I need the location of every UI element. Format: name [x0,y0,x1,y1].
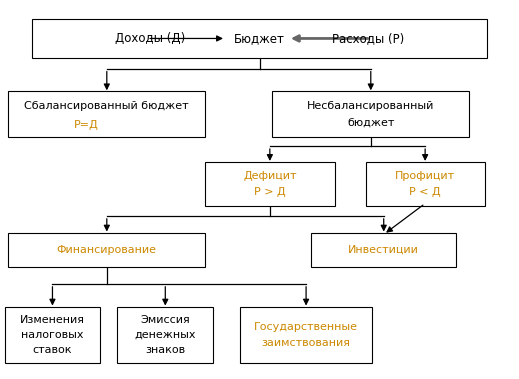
Text: Бюджет: Бюджет [234,32,285,45]
FancyBboxPatch shape [8,91,205,137]
Text: Р=Д: Р=Д [74,120,99,130]
FancyBboxPatch shape [117,307,213,363]
Text: денежных: денежных [134,330,196,340]
FancyBboxPatch shape [205,162,335,205]
Text: бюджет: бюджет [347,117,394,127]
Text: знаков: знаков [145,345,185,355]
Text: Несбалансированный: Несбалансированный [307,101,434,111]
Text: налоговых: налоговых [21,330,84,340]
Text: Расходы (Р): Расходы (Р) [332,32,404,45]
FancyBboxPatch shape [5,307,100,363]
FancyBboxPatch shape [272,91,469,137]
Text: Р < Д: Р < Д [409,187,441,197]
Text: Государственные: Государственные [254,321,358,332]
Text: Р > Д: Р > Д [254,187,285,197]
FancyBboxPatch shape [365,162,485,205]
Text: заимствования: заимствования [262,338,351,348]
Text: Сбалансированный бюджет: Сбалансированный бюджет [24,101,189,111]
Text: Эмиссия: Эмиссия [141,315,190,325]
Text: Инвестиции: Инвестиции [348,245,419,255]
Text: Финансирование: Финансирование [57,245,157,255]
Text: Дефицит: Дефицит [243,171,296,180]
Text: Доходы (Д): Доходы (Д) [115,32,185,45]
Text: Профицит: Профицит [395,171,455,180]
FancyBboxPatch shape [8,233,205,267]
Text: Изменения: Изменения [20,315,85,325]
FancyBboxPatch shape [32,19,487,58]
FancyBboxPatch shape [240,307,372,363]
Text: ставок: ставок [33,345,72,355]
FancyBboxPatch shape [311,233,456,267]
